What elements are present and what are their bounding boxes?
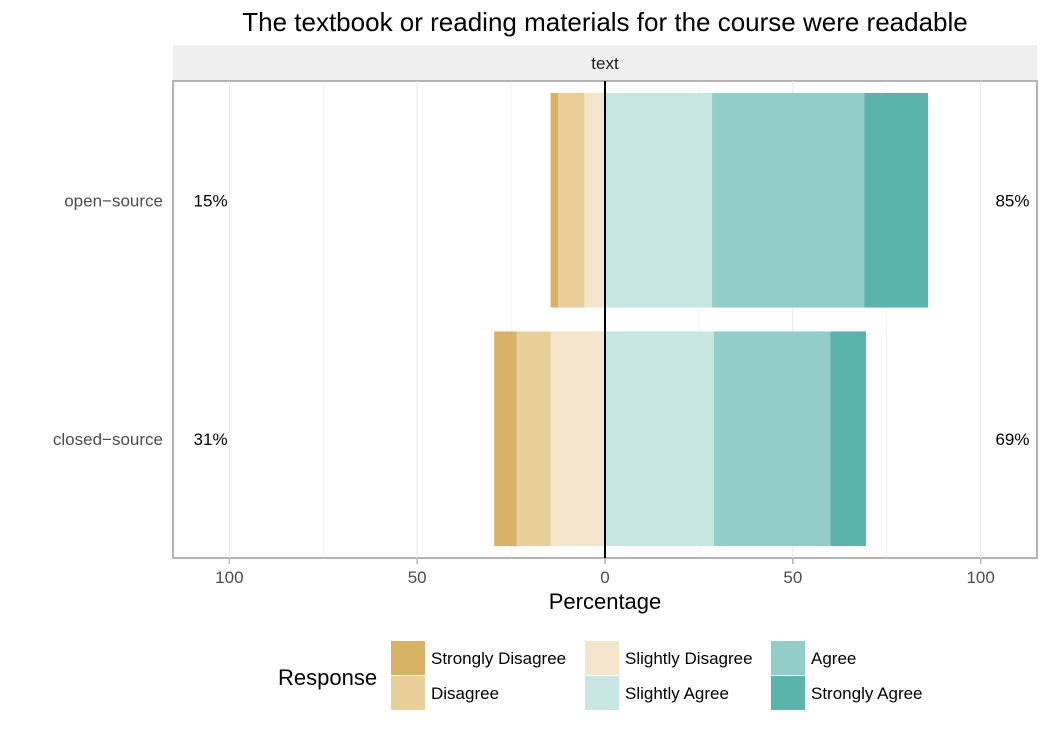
legend-key-4 xyxy=(771,641,805,675)
legend-title: Response xyxy=(278,665,377,690)
legend-label-3: Slightly Agree xyxy=(625,684,729,703)
legend-items: Strongly Disagree Disagree Slightly Disagr… xyxy=(391,641,923,710)
bar-0-0 xyxy=(550,92,559,308)
x-tick-label-2: 0 xyxy=(600,568,609,587)
legend-label-4: Agree xyxy=(811,649,856,668)
bar-1-3 xyxy=(605,331,714,547)
facet-strip-label: text xyxy=(591,54,619,73)
legend-label-1: Disagree xyxy=(431,684,499,703)
x-tick-label-3: 50 xyxy=(783,568,802,587)
legend-key-0 xyxy=(391,641,425,675)
right-percent-label-1: 69% xyxy=(995,430,1029,449)
facet-strip xyxy=(173,45,1037,81)
bar-0-2 xyxy=(584,92,605,308)
bar-0-3 xyxy=(605,92,713,308)
legend-key-3 xyxy=(585,676,619,710)
bar-1-2 xyxy=(550,331,605,547)
legend: Response Strongly Disagree Disagree Slight… xyxy=(278,641,923,710)
category-label-0: open−source xyxy=(64,191,163,210)
legend-key-5 xyxy=(771,676,805,710)
bar-1-0 xyxy=(494,331,517,547)
x-axis-ticks: 100 50 0 50 100 xyxy=(215,558,995,587)
bar-0-4 xyxy=(712,92,865,308)
bars xyxy=(494,92,929,547)
legend-label-2: Slightly Disagree xyxy=(625,649,753,668)
bar-1-5 xyxy=(830,331,867,547)
legend-key-1 xyxy=(391,676,425,710)
legend-label-5: Strongly Agree xyxy=(811,684,923,703)
left-percent-label-1: 31% xyxy=(194,430,228,449)
x-tick-label-0: 100 xyxy=(215,568,243,587)
x-tick-label-4: 100 xyxy=(966,568,994,587)
category-label-1: closed−source xyxy=(53,430,163,449)
bar-0-1 xyxy=(558,92,585,308)
legend-key-2 xyxy=(585,641,619,675)
x-axis-title: Percentage xyxy=(549,589,662,614)
right-percent-label-0: 85% xyxy=(995,191,1029,210)
x-tick-label-1: 50 xyxy=(408,568,427,587)
bar-0-5 xyxy=(864,92,929,308)
bar-1-4 xyxy=(713,331,831,547)
bar-1-1 xyxy=(516,331,551,547)
category-labels: open−source closed−source xyxy=(53,191,163,449)
left-percent-label-0: 15% xyxy=(194,191,228,210)
percent-labels: 15% 31% 85% 69% xyxy=(194,191,1030,449)
legend-label-0: Strongly Disagree xyxy=(431,649,566,668)
chart-title: The textbook or reading materials for th… xyxy=(242,7,968,37)
